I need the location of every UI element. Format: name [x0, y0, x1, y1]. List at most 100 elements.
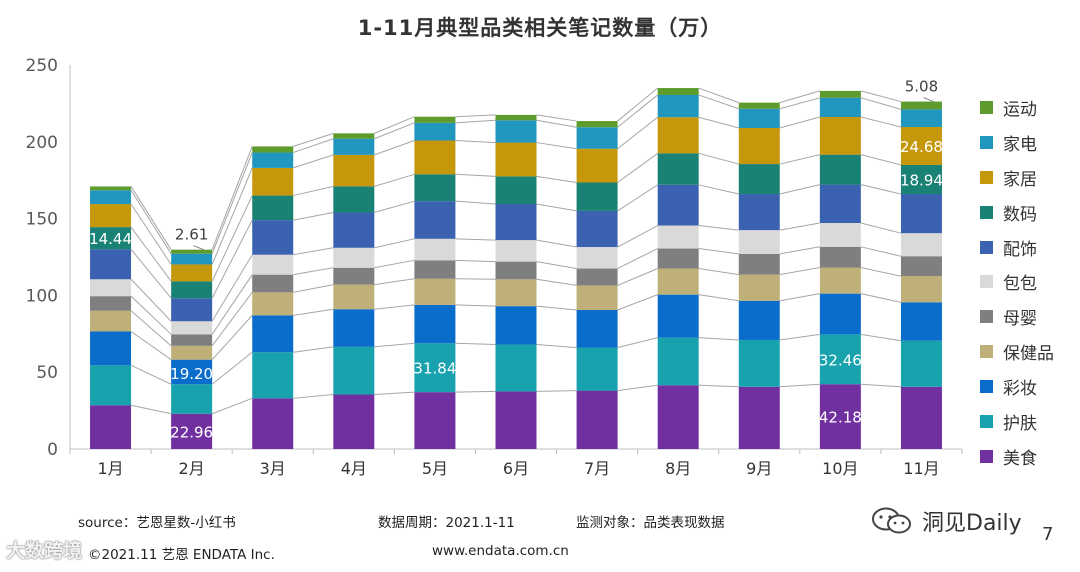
- bar-segment: [333, 284, 375, 310]
- connector-line: [860, 333, 902, 342]
- bar-segment: [576, 182, 618, 211]
- connector-lines: [130, 87, 902, 415]
- bar-segment: [657, 385, 699, 449]
- connector-line: [779, 184, 820, 195]
- legend-swatch: [980, 380, 993, 394]
- connector-line: [293, 154, 334, 169]
- connector-line: [293, 308, 334, 316]
- bar-segment: [657, 294, 699, 338]
- watermark-left: 大数跨境: [6, 536, 82, 563]
- x-tick-label: 4月: [341, 459, 367, 478]
- connector-line: [293, 284, 334, 293]
- data-label: 32.46: [819, 351, 862, 369]
- legend-label: 保健品: [1003, 344, 1054, 365]
- y-tick-label: 250: [26, 56, 58, 76]
- connector-line: [455, 390, 496, 393]
- connector-line: [779, 97, 820, 110]
- connector-line: [860, 222, 902, 234]
- legend-label: 包包: [1003, 274, 1037, 295]
- bar-segment: [900, 386, 942, 449]
- bar-segment: [90, 310, 132, 332]
- connector-line: [130, 186, 172, 250]
- connector-line: [779, 154, 820, 165]
- connector-line: [211, 254, 253, 322]
- x-tick-label: 8月: [665, 459, 691, 478]
- legend-swatch: [980, 414, 993, 428]
- legend-label: 配饰: [1003, 239, 1037, 260]
- bar-segment: [900, 302, 942, 341]
- bar-segment: [495, 261, 537, 280]
- bar-segment: [333, 186, 375, 213]
- bar-segment: [333, 133, 375, 139]
- connector-line: [779, 293, 820, 302]
- bar-segment: [333, 309, 375, 347]
- connector-line: [455, 173, 496, 177]
- connector-line: [374, 304, 415, 310]
- page-number: 7: [1042, 524, 1054, 545]
- footer-website: www.endata.com.cn: [432, 543, 569, 559]
- bar-segment: [171, 334, 213, 346]
- watermark-right-text: 洞见Daily: [922, 511, 1022, 536]
- connector-line: [860, 97, 902, 110]
- connector-line: [779, 90, 821, 104]
- connector-line: [779, 333, 820, 341]
- connector-line: [860, 267, 902, 277]
- legend-label: 运动: [1003, 99, 1037, 120]
- bar-segment: [738, 102, 780, 109]
- bar-segment: [252, 315, 294, 353]
- legend-item: 数码: [980, 195, 1075, 230]
- bar-segment: [900, 127, 942, 165]
- x-tick-label: 6月: [503, 459, 529, 478]
- legend-swatch: [980, 275, 993, 289]
- bar-segment: [414, 343, 456, 393]
- connector-line: [617, 248, 658, 269]
- data-label: 42.18: [819, 409, 862, 427]
- connector-line: [698, 294, 739, 302]
- connector-line: [211, 397, 253, 415]
- legend-swatch: [980, 135, 993, 149]
- bar-segment: [576, 247, 618, 269]
- connector-line: [536, 114, 577, 122]
- bar-segment: [576, 121, 618, 128]
- bar-segment: [495, 306, 537, 345]
- connector-line: [130, 331, 172, 361]
- connector-line: [536, 239, 577, 248]
- bar-segment: [333, 247, 375, 268]
- bar-segment: [738, 253, 780, 275]
- connector-line: [455, 304, 496, 307]
- connector-line: [698, 225, 739, 231]
- connector-line: [617, 337, 658, 349]
- bar-segment: [414, 116, 456, 123]
- bar-segment: [900, 233, 942, 257]
- legend-swatch: [980, 100, 993, 114]
- connector-line: [374, 391, 415, 395]
- bar-segment: [657, 225, 699, 249]
- bar-segment: [171, 298, 213, 322]
- bar-segment: [171, 281, 213, 299]
- y-tick-label: 0: [47, 440, 58, 460]
- x-tick-label: 3月: [260, 459, 286, 478]
- data-label: 22.96: [170, 423, 213, 441]
- connector-line: [617, 294, 658, 311]
- bar-segment: [90, 331, 132, 366]
- connector-line: [293, 132, 334, 147]
- watermark-right: 洞见Daily: [870, 505, 1022, 537]
- connector-line: [293, 267, 334, 276]
- connector-line: [211, 195, 253, 282]
- bar-segment: [576, 390, 618, 449]
- x-tick-label: 11月: [903, 459, 939, 478]
- bar-segment: [657, 88, 699, 95]
- bar-segment: [252, 152, 294, 168]
- connector-line: [374, 342, 415, 348]
- connector-line: [455, 259, 496, 263]
- bar-segment: [819, 334, 861, 385]
- bar-segment: [495, 120, 537, 143]
- bars-layer: [90, 88, 942, 449]
- connector-line: [536, 278, 577, 286]
- connector-line: [211, 315, 253, 361]
- bar-segment: [495, 240, 537, 262]
- bar-segment: [171, 359, 213, 385]
- connector-line: [293, 393, 334, 399]
- bar-segment: [495, 391, 537, 449]
- bar-segment: [414, 238, 456, 261]
